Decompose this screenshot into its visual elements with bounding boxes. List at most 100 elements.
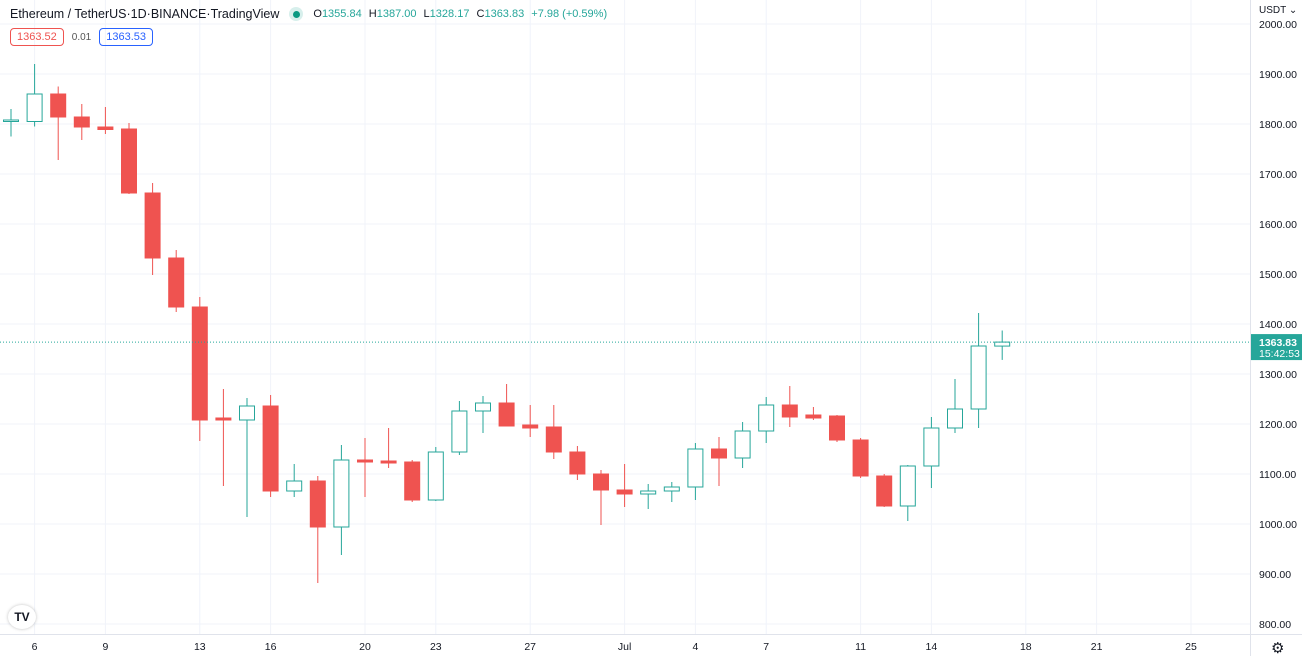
candle-body bbox=[852, 439, 869, 477]
candle bbox=[805, 407, 822, 420]
candle bbox=[309, 476, 326, 583]
candle-body bbox=[545, 426, 562, 453]
price-tick-label: 1700.00 bbox=[1259, 169, 1297, 181]
candle-body bbox=[121, 128, 137, 194]
candle bbox=[947, 379, 963, 433]
bid-ask: 1363.52 0.01 1363.53 bbox=[10, 28, 153, 46]
ohlc-values: O1355.84 H1387.00 L1328.17 C1363.83 +7.9… bbox=[313, 8, 611, 20]
separator: · bbox=[126, 7, 131, 21]
candle bbox=[522, 405, 539, 437]
candle-body bbox=[26, 93, 43, 122]
candle-body bbox=[73, 116, 90, 128]
candle bbox=[215, 389, 232, 486]
candle-body bbox=[404, 461, 421, 501]
candle-body bbox=[687, 448, 704, 488]
candle bbox=[50, 86, 67, 160]
candle bbox=[593, 470, 609, 525]
price-tick-label: 2000.00 bbox=[1259, 19, 1297, 31]
countdown-label: 15:42:53 bbox=[1259, 348, 1300, 360]
candle bbox=[144, 183, 161, 275]
candle-body bbox=[781, 404, 798, 418]
candle bbox=[994, 330, 1011, 360]
time-tick-label: 13 bbox=[194, 641, 206, 653]
candle-body bbox=[640, 490, 657, 495]
symbol-legend: Ethereum / TetherUS · 1D · BINANCE · Tra… bbox=[10, 7, 611, 21]
candle-body bbox=[475, 402, 491, 412]
buy-price-button[interactable]: 1363.53 bbox=[99, 28, 153, 46]
candle bbox=[3, 109, 19, 137]
candle bbox=[73, 104, 90, 140]
candle-body bbox=[333, 459, 350, 528]
candle bbox=[262, 395, 279, 497]
candle-body bbox=[380, 460, 397, 464]
separator: · bbox=[146, 7, 151, 21]
candle-body bbox=[923, 427, 940, 467]
candle bbox=[545, 405, 562, 459]
price-tick-label: 1800.00 bbox=[1259, 119, 1297, 131]
time-tick-label: 7 bbox=[763, 641, 769, 653]
time-tick-label: 21 bbox=[1091, 641, 1103, 653]
candle-body bbox=[663, 486, 680, 492]
candle bbox=[286, 464, 303, 497]
price-tick-label: 1000.00 bbox=[1259, 519, 1297, 531]
candle bbox=[711, 437, 727, 486]
candle-body bbox=[593, 473, 609, 491]
currency-selector[interactable]: USDT ⌄ bbox=[1259, 5, 1298, 16]
time-tick-label: 4 bbox=[692, 641, 698, 653]
time-tick-label: 27 bbox=[524, 641, 536, 653]
candle-body bbox=[829, 415, 845, 441]
gear-icon[interactable]: ⚙ bbox=[1271, 640, 1285, 657]
candle-body bbox=[994, 341, 1011, 347]
candle-body bbox=[522, 424, 539, 429]
candle-body bbox=[262, 405, 279, 492]
candle bbox=[899, 465, 916, 521]
candle bbox=[781, 386, 798, 427]
candle-body bbox=[3, 119, 19, 122]
candle bbox=[852, 438, 869, 478]
time-tick-label: 25 bbox=[1185, 641, 1197, 653]
exchange: BINANCE bbox=[150, 7, 207, 21]
candle-body bbox=[899, 465, 916, 507]
candle bbox=[404, 460, 421, 502]
candle-body bbox=[97, 126, 114, 130]
candle-body bbox=[191, 306, 208, 421]
price-tick-label: 1900.00 bbox=[1259, 69, 1297, 81]
change-value: +7.98 (+0.59%) bbox=[531, 8, 608, 20]
candle bbox=[923, 417, 940, 488]
candle bbox=[333, 445, 350, 555]
candle bbox=[970, 313, 987, 428]
candle bbox=[475, 396, 491, 433]
price-tick-label: 1600.00 bbox=[1259, 219, 1297, 231]
candle bbox=[640, 484, 657, 509]
candle bbox=[569, 446, 586, 480]
candle-body bbox=[569, 451, 586, 475]
time-tick-label: 9 bbox=[102, 641, 108, 653]
candle bbox=[427, 447, 444, 501]
tradingview-logo[interactable]: TV bbox=[8, 605, 36, 629]
high-label: H bbox=[368, 8, 377, 20]
candle-body bbox=[50, 93, 67, 118]
candle bbox=[758, 397, 775, 443]
candle-body bbox=[947, 408, 963, 429]
time-tick-label: 14 bbox=[926, 641, 938, 653]
time-tick-label: 6 bbox=[32, 641, 38, 653]
spread: 0.01 bbox=[71, 31, 92, 43]
price-tick-label: 800.00 bbox=[1259, 619, 1291, 631]
candle-body bbox=[616, 489, 633, 495]
last-price-badge bbox=[1251, 334, 1302, 361]
candle bbox=[26, 64, 43, 127]
market-status-icon[interactable] bbox=[289, 7, 304, 21]
candle-body bbox=[239, 405, 255, 421]
candle-body bbox=[805, 414, 822, 419]
candle bbox=[829, 415, 845, 442]
symbol-name[interactable]: Ethereum / TetherUS bbox=[10, 7, 127, 21]
time-tick-label: Jul bbox=[618, 641, 631, 653]
price-tick-label: 1500.00 bbox=[1259, 269, 1297, 281]
sell-price-button[interactable]: 1363.52 bbox=[10, 28, 64, 46]
low-value: 1328.17 bbox=[429, 8, 470, 20]
candle bbox=[498, 384, 515, 427]
candle-body bbox=[876, 475, 893, 507]
candle bbox=[451, 401, 468, 455]
high-value: 1387.00 bbox=[376, 8, 417, 20]
